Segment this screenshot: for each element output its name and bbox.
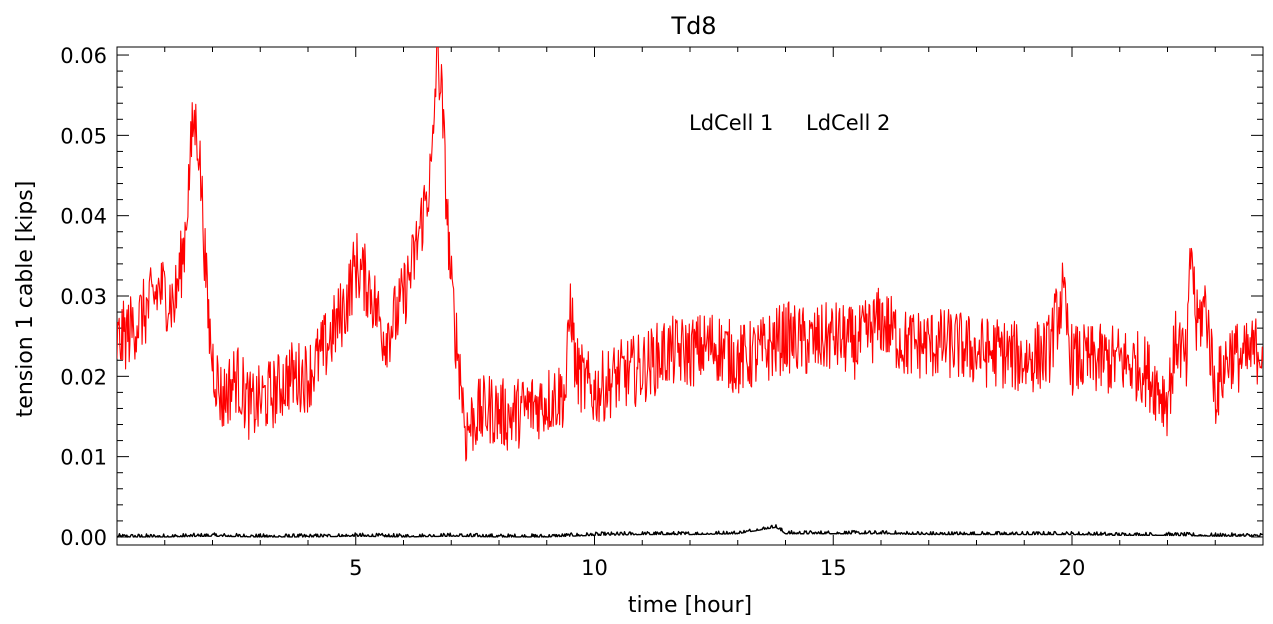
- x-axis-label: time [hour]: [628, 593, 752, 618]
- y-axis-label: tension 1 cable [kips]: [13, 181, 38, 418]
- y-tick-label: 0.00: [60, 526, 107, 550]
- legend-entry-ldcell-1: LdCell 1: [689, 111, 773, 135]
- series-line-ldcell-1: [117, 524, 1263, 538]
- x-tick-label: 10: [581, 556, 608, 580]
- series-layer: [117, 47, 1263, 538]
- chart-title: Td8: [670, 12, 716, 40]
- y-tick-label: 0.01: [60, 446, 107, 470]
- legend-entry-ldcell-2: LdCell 2: [806, 111, 890, 135]
- y-tick-label: 0.06: [60, 44, 107, 68]
- axis-ticks: 5 10 15 20 0.00 0.01 0.02 0.03 0.04 0.05 0.06: [60, 44, 1263, 580]
- series-line-ldcell-2: [117, 47, 1263, 462]
- y-tick-label: 0.05: [60, 124, 107, 148]
- x-tick-label: 15: [820, 556, 847, 580]
- y-tick-label: 0.04: [60, 205, 107, 229]
- x-tick-label: 5: [349, 556, 362, 580]
- x-tick-label: 20: [1059, 556, 1086, 580]
- y-tick-label: 0.03: [60, 285, 107, 309]
- y-axis-label-group: tension 1 cable [kips]: [13, 181, 38, 418]
- y-tick-label: 0.02: [60, 365, 107, 389]
- legend: LdCell 1 LdCell 2: [689, 111, 890, 135]
